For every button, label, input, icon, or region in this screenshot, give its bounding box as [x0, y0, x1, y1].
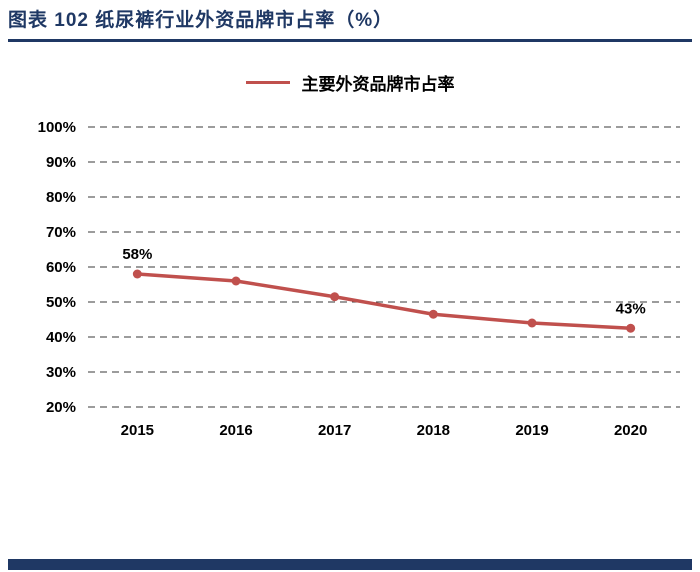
svg-text:90%: 90%: [46, 154, 76, 171]
line-chart-svg: 100% 90% 80% 70% 60% 50% 40% 30% 20% 2015 2016 2017…: [38, 119, 680, 439]
svg-text:2020: 2020: [614, 422, 647, 439]
footer-bar: [8, 559, 692, 570]
chart-container: 主要外资品牌市占率 100% 90% 80% 70% 60% 50% 40% 30% 20% 20…: [0, 70, 700, 466]
legend-line-marker: [245, 81, 290, 84]
svg-text:2016: 2016: [219, 422, 252, 439]
svg-text:2019: 2019: [515, 422, 548, 439]
svg-text:50%: 50%: [46, 294, 76, 311]
svg-text:58%: 58%: [122, 246, 152, 263]
figure-title-bar: 图表 102 纸尿裤行业外资品牌市占率（%）: [0, 0, 700, 42]
svg-text:2015: 2015: [121, 422, 154, 439]
svg-text:100%: 100%: [38, 119, 76, 136]
svg-text:43%: 43%: [616, 300, 646, 317]
svg-text:2018: 2018: [417, 422, 450, 439]
svg-text:20%: 20%: [46, 399, 76, 416]
svg-text:40%: 40%: [46, 329, 76, 346]
figure-title: 图表 102 纸尿裤行业外资品牌市占率（%）: [8, 10, 394, 31]
svg-text:60%: 60%: [46, 259, 76, 276]
title-underline: [8, 39, 692, 42]
svg-text:80%: 80%: [46, 189, 76, 206]
svg-text:70%: 70%: [46, 224, 76, 241]
svg-text:30%: 30%: [46, 364, 76, 381]
chart-legend: 主要外资品牌市占率: [8, 70, 692, 95]
svg-text:2017: 2017: [318, 422, 351, 439]
legend-label: 主要外资品牌市占率: [301, 75, 455, 94]
